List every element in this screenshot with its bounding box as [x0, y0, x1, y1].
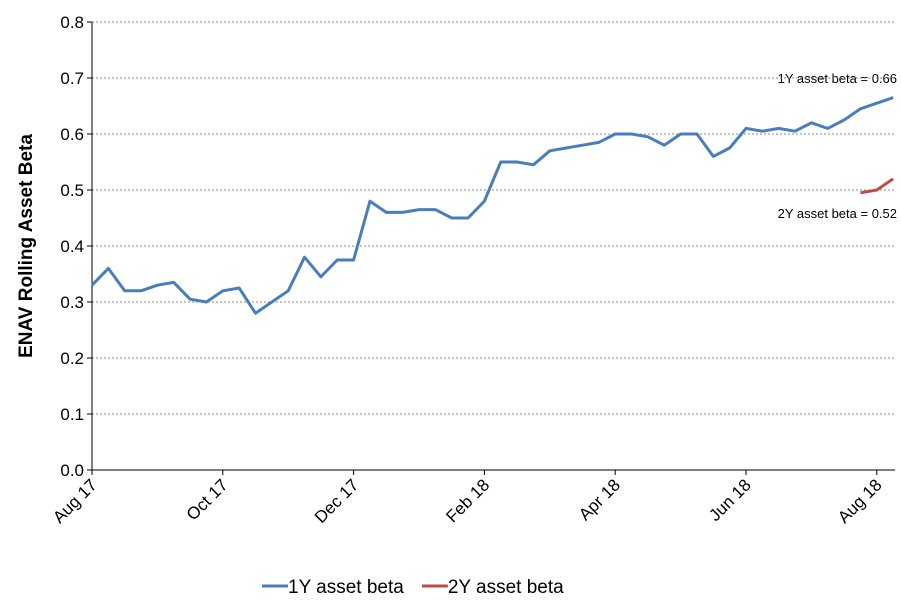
y-tick-label: 0.6 — [60, 125, 84, 144]
x-tick-label: Aug 18 — [834, 475, 886, 527]
y-tick-label: 0.3 — [60, 293, 84, 312]
y-tick-label: 0.4 — [60, 237, 84, 256]
x-tick-label: Aug 17 — [49, 475, 101, 527]
x-tick-label: Dec 17 — [311, 475, 363, 527]
x-tick-label: Oct 17 — [183, 475, 232, 524]
x-tick-label: Apr 18 — [575, 475, 624, 524]
x-tick-label: Jun 18 — [705, 475, 755, 525]
series-line — [90, 96, 894, 315]
y-axis-label: ENAV Rolling Asset Beta — [16, 134, 37, 358]
y-tick-label: 0.8 — [60, 13, 84, 32]
legend-label: 1Y asset beta — [288, 577, 404, 598]
y-tick-label: 0.2 — [60, 349, 84, 368]
legend-label: 2Y asset beta — [448, 577, 564, 598]
y-tick-label: 0.0 — [60, 461, 84, 480]
y-tick-label: 0.5 — [60, 181, 84, 200]
series-line — [860, 177, 894, 195]
x-tick-label: Feb 18 — [442, 475, 493, 526]
y-tick-label: 0.7 — [60, 69, 84, 88]
y-tick-label: 0.1 — [60, 405, 84, 424]
annotation: 2Y asset beta = 0.52 — [778, 206, 897, 221]
